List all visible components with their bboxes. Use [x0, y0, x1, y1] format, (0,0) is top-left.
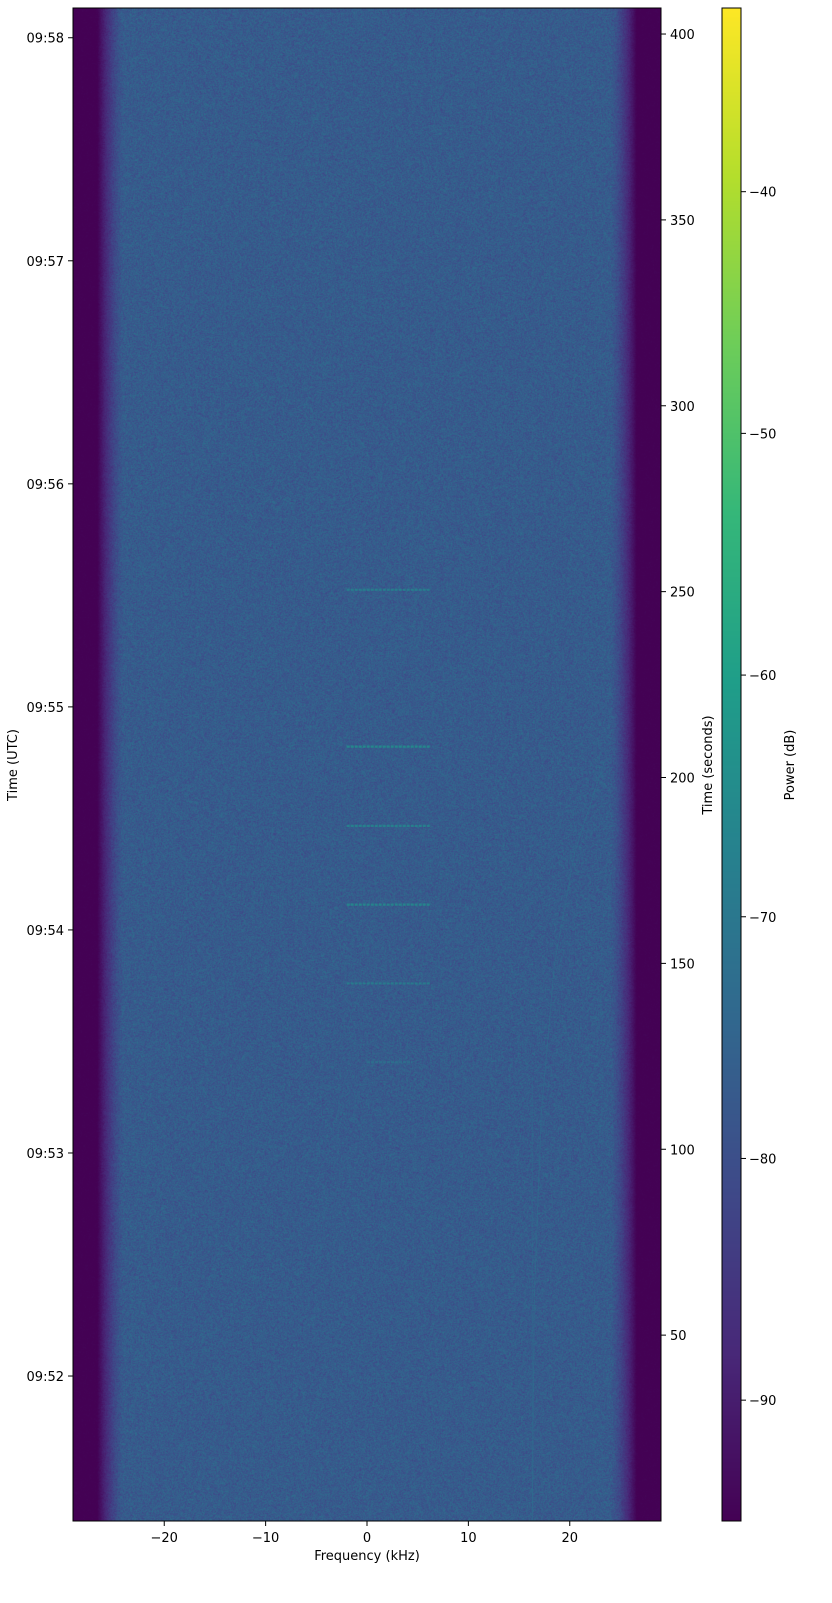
x-tick-label: −10	[252, 1531, 279, 1546]
colorbar-label: Power (dB)	[783, 730, 798, 801]
left-y-tick-label: 09:56	[27, 478, 64, 493]
left-y-tick-label: 09:58	[27, 32, 64, 47]
x-tick-label: 0	[363, 1531, 371, 1546]
colorbar-tick-label: −90	[749, 1394, 776, 1409]
right-y-tick-label: 200	[670, 772, 695, 787]
x-axis-label: Frequency (kHz)	[314, 1549, 420, 1564]
colorbar-tick-label: −80	[749, 1152, 776, 1167]
left-y-axis-label: Time (UTC)	[6, 729, 21, 802]
x-tick-label: 20	[561, 1531, 578, 1546]
right-y-tick-label: 350	[670, 214, 695, 229]
x-tick-label: −20	[151, 1531, 178, 1546]
x-tick-label: 10	[460, 1531, 477, 1546]
left-y-tick-label: 09:55	[27, 701, 64, 716]
left-y-tick-label: 09:53	[27, 1147, 64, 1162]
left-y-tick-label: 09:52	[27, 1370, 64, 1385]
colorbar-tick-label: −40	[749, 186, 776, 201]
right-y-tick-label: 250	[670, 586, 695, 601]
right-y-tick-label: 50	[670, 1329, 687, 1344]
right-y-tick-label: 300	[670, 400, 695, 415]
right-y-tick-label: 100	[670, 1143, 695, 1158]
right-y-tick-label: 150	[670, 957, 695, 972]
chirp-signal-line	[532, 759, 605, 1521]
left-y-tick-label: 09:54	[27, 924, 64, 939]
left-y-tick-label: 09:57	[27, 255, 64, 270]
right-y-axis-label: Time (seconds)	[701, 715, 716, 815]
right-y-tick-label: 400	[670, 28, 695, 43]
colorbar-tick-label: −50	[749, 427, 776, 442]
colorbar-tick-label: −70	[749, 911, 776, 926]
colorbar-frame	[722, 8, 741, 1521]
colorbar-tick-label: −60	[749, 669, 776, 684]
chart-overlay: −20 −10 0 10 20 09:52 09:53 09:54 09:55 09:56 09:5…	[0, 0, 832, 1603]
plot-frame	[73, 8, 661, 1521]
